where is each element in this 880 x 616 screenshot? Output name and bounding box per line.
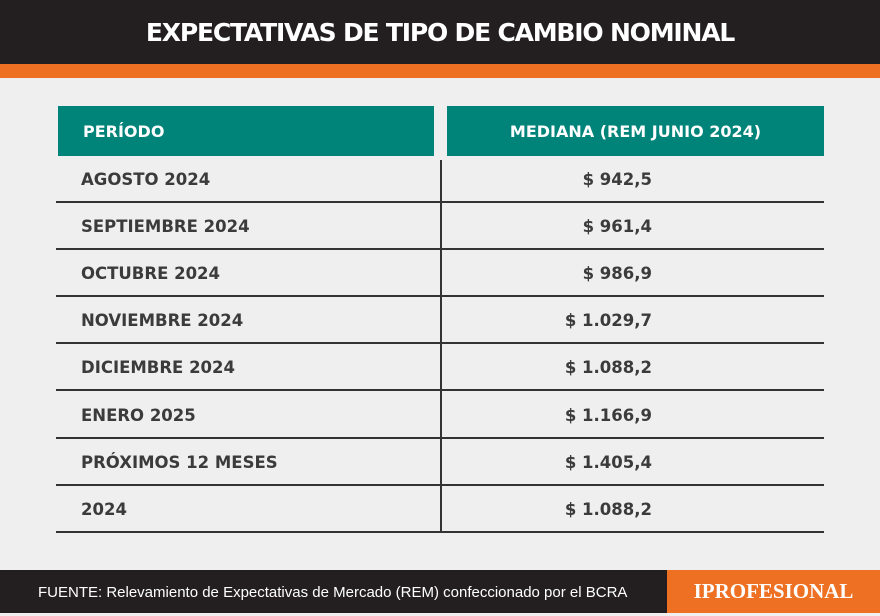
iprofesional-logo: IPROFESIONAL — [667, 570, 880, 613]
period-cell: DICIEMBRE 2024 — [81, 358, 235, 378]
median-value-cell: $ 1.405,4 — [564, 452, 652, 472]
column-divider — [440, 160, 442, 532]
median-value-cell: $ 961,4 — [582, 217, 652, 237]
title-bar: EXPECTATIVAS DE TIPO DE CAMBIO NOMINAL — [0, 0, 880, 64]
source-note: FUENTE: Relevamiento de Expectativas de … — [38, 584, 628, 601]
period-cell: SEPTIEMBRE 2024 — [81, 217, 250, 237]
median-value-cell: $ 1.166,9 — [564, 405, 652, 425]
median-value-cell: $ 1.088,2 — [564, 499, 652, 519]
median-value-cell: $ 986,9 — [582, 264, 652, 284]
column-header-period: PERÍODO — [58, 106, 434, 156]
table-row: PRÓXIMOS 12 MESES $ 1.405,4 — [56, 439, 824, 486]
period-cell: ENERO 2025 — [81, 405, 196, 425]
median-value-cell: $ 942,5 — [582, 170, 652, 189]
period-cell: OCTUBRE 2024 — [81, 264, 221, 284]
period-cell: PRÓXIMOS 12 MESES — [81, 452, 278, 472]
page-title: EXPECTATIVAS DE TIPO DE CAMBIO NOMINAL — [145, 17, 735, 47]
accent-strip — [0, 64, 880, 78]
median-value-cell: $ 1.029,7 — [564, 311, 652, 331]
median-value-cell: $ 1.088,2 — [564, 358, 652, 378]
period-cell: AGOSTO 2024 — [81, 170, 211, 189]
period-cell: NOVIEMBRE 2024 — [81, 311, 244, 331]
column-header-median: MEDIANA (REM JUNIO 2024) — [447, 106, 824, 156]
period-cell: 2024 — [81, 499, 127, 519]
